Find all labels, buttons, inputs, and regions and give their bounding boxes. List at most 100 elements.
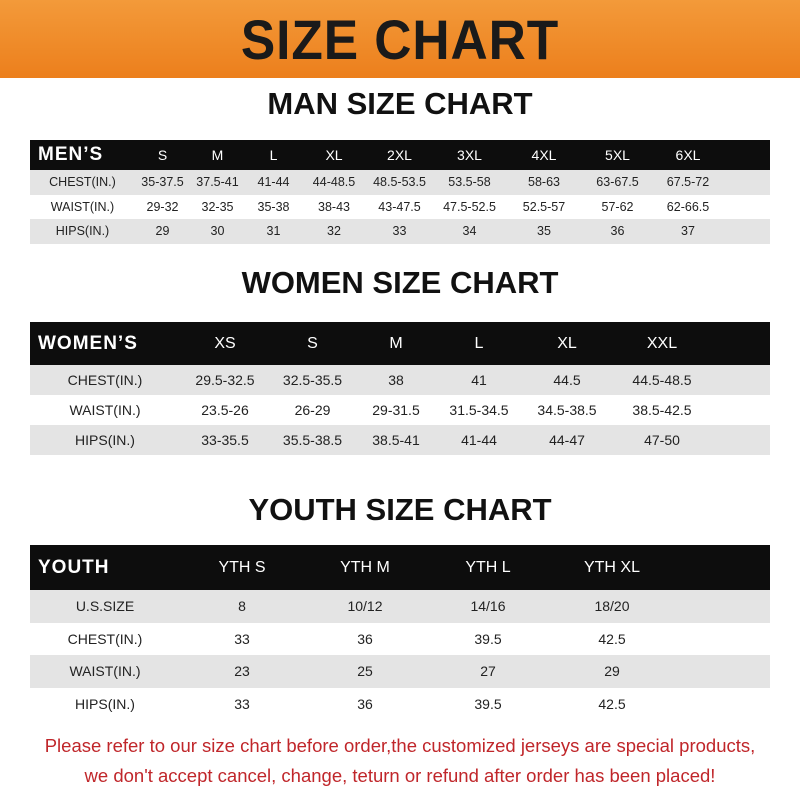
size-header: 3XL (457, 147, 482, 163)
size-header: YTH XL (583, 558, 640, 576)
measurement-cell: 18/20 (594, 598, 630, 615)
youth-size-table: YOUTH YTH S YTH M YTH L YTH XL U.S.SIZE 8 10/12… (30, 545, 770, 720)
measurement-cell: 67.5-72 (666, 175, 710, 190)
row-label: CHEST(IN.) (49, 175, 116, 190)
table-row: HIPS(IN.) 33 36 39.5 42.5 (30, 687, 770, 720)
table-row: CHEST(IN.) 33 36 39.5 42.5 (30, 622, 770, 655)
women-size-table: WOMEN’S XS S M L XL XXL CHEST(IN.) 29.5-32.5 32.5… (30, 322, 770, 455)
page-title: SIZE CHART (240, 7, 560, 71)
measurement-cell: 34 (462, 224, 477, 239)
measurement-cell: 26-29 (294, 402, 331, 418)
measurement-cell: 52.5-57 (522, 199, 566, 214)
size-header: 6XL (675, 147, 701, 163)
notice-line-2: we don't accept cancel, change, teturn o… (84, 765, 716, 786)
measurement-cell: 10/12 (347, 598, 383, 615)
size-header: XL (325, 147, 343, 163)
size-header: XL (557, 334, 577, 352)
measurement-cell: 29 (604, 663, 620, 680)
measurement-cell: 35-38 (257, 199, 290, 214)
row-label: HIPS(IN.) (75, 432, 135, 448)
table-header-row: YOUTH YTH S YTH M YTH L YTH XL (30, 545, 770, 590)
table-header-row: MEN’S S M L XL 2XL 3XL 4XL 5XL 6XL (30, 140, 770, 170)
measurement-cell: 38 (388, 372, 404, 388)
measurement-cell: 32 (327, 224, 341, 239)
size-header: L (269, 147, 278, 163)
men-size-table: MEN’S S M L XL 2XL 3XL 4XL 5XL 6XL CHEST(IN.) 35-37… (30, 140, 770, 244)
measurement-cell: 38.5-42.5 (632, 402, 692, 418)
measurement-cell: 41-44 (461, 432, 497, 448)
row-label: U.S.SIZE (75, 598, 135, 615)
size-header: S (307, 334, 318, 352)
table-row: U.S.SIZE 8 10/12 14/16 18/20 (30, 590, 770, 623)
table-row: CHEST(IN.) 29.5-32.5 32.5-35.5 38 41 44.5 44.5… (30, 365, 770, 395)
measurement-cell: 41-44 (257, 175, 290, 190)
measurement-cell: 27 (480, 663, 496, 680)
measurement-cell: 37 (681, 224, 695, 239)
size-header: L (474, 334, 484, 352)
measurement-cell: 29-31.5 (372, 402, 420, 418)
measurement-cell: 35 (537, 224, 551, 239)
size-header: M (389, 334, 403, 352)
measurement-cell: 44.5 (553, 372, 581, 388)
row-label: HIPS(IN.) (55, 224, 110, 239)
measurement-cell: 31.5-34.5 (449, 402, 509, 418)
measurement-cell: 30 (210, 224, 225, 239)
measurement-cell: 35.5-38.5 (282, 432, 343, 448)
size-header: M (211, 147, 224, 163)
title-banner: SIZE CHART (0, 0, 800, 78)
measurement-cell: 8 (238, 598, 246, 615)
table-row: HIPS(IN.) 29 30 31 32 33 34 35 36 37 (30, 219, 770, 244)
table-header-row: WOMEN’S XS S M L XL XXL (30, 322, 770, 365)
measurement-cell: 36 (357, 695, 373, 712)
size-header: YTH M (340, 558, 390, 576)
measurement-cell: 36 (357, 630, 373, 647)
measurement-cell: 38.5-41 (372, 432, 420, 448)
measurement-cell: 36 (610, 224, 625, 239)
row-label: CHEST(IN.) (67, 630, 143, 647)
table-row: CHEST(IN.) 35-37.5 37.5-41 41-44 44-48.5 48.5… (30, 170, 770, 195)
measurement-cell: 63-67.5 (596, 175, 639, 190)
measurement-cell: 29-32 (146, 199, 179, 214)
measurement-cell: 32.5-35.5 (282, 372, 343, 388)
measurement-cell: 42.5 (598, 630, 626, 647)
row-label: HIPS(IN.) (75, 695, 135, 712)
measurement-cell: 42.5 (598, 695, 626, 712)
measurement-cell: 44-48.5 (312, 175, 356, 190)
measurement-cell: 33 (392, 224, 407, 239)
measurement-cell: 29.5-32.5 (195, 372, 255, 388)
measurement-cell: 31 (266, 224, 281, 239)
measurement-cell: 47-50 (644, 432, 680, 448)
measurement-cell: 47.5-52.5 (443, 199, 496, 214)
row-label: WAIST(IN.) (69, 663, 141, 680)
table-row: HIPS(IN.) 33-35.5 35.5-38.5 38.5-41 41-44 44-… (30, 425, 770, 455)
measurement-cell: 39.5 (474, 630, 502, 647)
measurement-cell: 48.5-53.5 (373, 175, 426, 190)
size-header: XS (214, 334, 236, 352)
measurement-cell: 44-47 (549, 432, 585, 448)
measurement-cell: 23.5-26 (201, 402, 249, 418)
measurement-cell: 38-43 (318, 199, 350, 214)
row-label: WAIST(IN.) (50, 199, 115, 214)
measurement-cell: 35-37.5 (141, 175, 184, 190)
size-header: 5XL (605, 147, 630, 163)
measurement-cell: 37.5-41 (196, 175, 239, 190)
women-section-title: WOMEN SIZE CHART (241, 265, 559, 300)
size-header: YTH L (465, 558, 511, 576)
measurement-cell: 33-35.5 (201, 432, 249, 448)
measurement-cell: 53.5-58 (448, 175, 491, 190)
notice-line-1: Please refer to our size chart before or… (44, 735, 756, 756)
measurement-cell: 43-47.5 (378, 199, 421, 214)
row-label: CHEST(IN.) (67, 372, 143, 388)
header-label: MEN’S (38, 144, 104, 165)
measurement-cell: 57-62 (601, 199, 634, 214)
men-section-title: MAN SIZE CHART (267, 86, 533, 121)
measurement-cell: 33 (234, 630, 250, 647)
header-label: WOMEN’S (38, 332, 138, 354)
youth-section-title: YOUTH SIZE CHART (248, 492, 552, 527)
measurement-cell: 39.5 (474, 695, 502, 712)
table-row: WAIST(IN.) 23 25 27 29 (30, 655, 770, 688)
measurement-cell: 44.5-48.5 (632, 372, 692, 388)
table-row: WAIST(IN.) 23.5-26 26-29 29-31.5 31.5-34.5 34… (30, 395, 770, 425)
measurement-cell: 58-63 (528, 175, 560, 190)
measurement-cell: 23 (234, 663, 250, 680)
